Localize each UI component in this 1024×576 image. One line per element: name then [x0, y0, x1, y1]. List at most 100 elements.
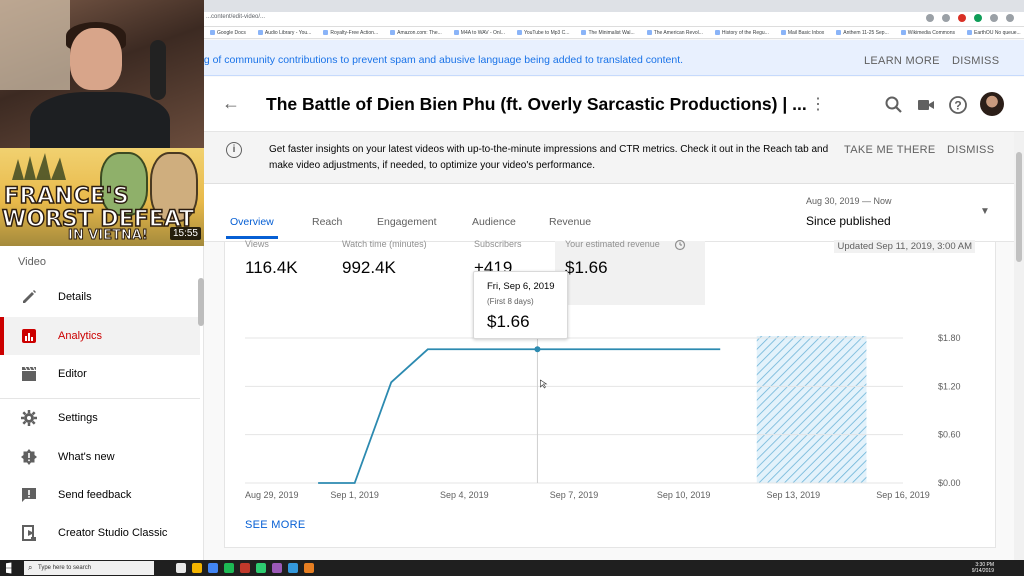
tab-reach[interactable]: Reach — [312, 216, 343, 228]
take-me-there-button[interactable]: TAKE ME THERE — [844, 144, 936, 156]
app-icon[interactable] — [272, 563, 282, 573]
bookmark-favicon-icon — [257, 30, 263, 35]
task-view-icon[interactable] — [176, 563, 186, 573]
star-icon[interactable] — [942, 14, 950, 22]
sidebar-item-whats-new[interactable]: What's new — [0, 438, 200, 476]
spotify-icon[interactable] — [224, 563, 234, 573]
chevron-down-icon[interactable]: ▼ — [980, 206, 990, 217]
info-text: Get faster insights on your latest video… — [269, 144, 829, 171]
revenue-chart[interactable]: $0.00 $0.60 $1.20 $1.80 Aug 29, 2019 Sep 1, 2… — [225, 312, 997, 502]
metric-label: Views — [245, 239, 269, 249]
reach-info-bar: i Get faster insights on your latest vid… — [204, 132, 1014, 184]
taskbar-search[interactable]: Type here to search — [24, 561, 154, 575]
bookmark-favicon-icon — [581, 30, 587, 35]
tray-time: 3:30 PM — [975, 562, 994, 568]
taskbar-apps — [176, 563, 314, 573]
metric-label: Your estimated revenue — [565, 239, 660, 249]
bookmark-item[interactable]: Wikimedia Commons — [900, 30, 955, 36]
bookmark-item[interactable]: The Minimalist Wal... — [581, 30, 635, 36]
sidebar-item-label: Analytics — [58, 330, 103, 342]
sidebar-item-settings[interactable]: Settings — [0, 399, 200, 437]
page-header: ← The Battle of Dien Bien Phu (ft. Overl… — [204, 77, 1024, 132]
sidebar-item-analytics[interactable]: Analytics — [0, 317, 200, 355]
tab-engagement[interactable]: Engagement — [377, 216, 437, 228]
bookmark-item[interactable]: Royalty-Free Action... — [323, 30, 378, 36]
menu-icon[interactable] — [1006, 14, 1014, 22]
y-tick-label: $0.60 — [938, 430, 961, 440]
svg-text:?: ? — [954, 99, 961, 113]
chrome-icon[interactable] — [208, 563, 218, 573]
sidebar-item-label: Send feedback — [58, 489, 132, 501]
windows-start-icon[interactable] — [6, 562, 12, 574]
browser-tabstrip — [204, 0, 1024, 12]
sidebar-item-details[interactable]: Details — [0, 278, 200, 316]
film-icon — [22, 366, 36, 381]
sidebar-item-label: Creator Studio Classic — [58, 527, 168, 539]
browser-actions — [926, 14, 1014, 22]
bookmark-item[interactable]: Google Docs — [210, 30, 246, 36]
sidebar-item-label: Settings — [58, 412, 98, 424]
info-icon: i — [226, 142, 242, 158]
x-tick-label: Sep 1, 2019 — [330, 490, 379, 500]
info-dismiss-button[interactable]: DISMISS — [947, 144, 995, 156]
highlighted-point — [534, 346, 541, 353]
date-range-selector[interactable]: Since published — [806, 214, 891, 228]
tooltip-value: $1.66 — [487, 312, 530, 331]
address-url[interactable]: ...content/edit-video/... — [206, 14, 266, 20]
bookmark-item[interactable]: EarthOU No queue... — [966, 29, 1021, 36]
alert-icon — [21, 449, 37, 465]
video-thumbnail[interactable]: FRANCE'S WORST DEFEAT IN VIETNA! 15:55 — [0, 148, 204, 246]
bookmark-label: Anthem 11-25 Sep... — [843, 29, 889, 36]
app-icon[interactable] — [304, 563, 314, 573]
date-range-dates: Aug 30, 2019 — Now — [806, 196, 892, 206]
tab-overview[interactable]: Overview — [230, 216, 274, 228]
bookmark-favicon-icon — [210, 30, 215, 35]
sidebar-item-send-feedback[interactable]: Send feedback — [0, 476, 200, 514]
bookmark-item[interactable]: M4A to WAV - Onl... — [453, 30, 505, 36]
bookmark-favicon-icon — [900, 30, 906, 35]
more-options-icon[interactable]: ⋮ — [810, 96, 826, 113]
learn-more-button[interactable]: LEARN MORE — [864, 55, 940, 67]
page-scrollbar[interactable] — [1014, 132, 1024, 560]
extension-icon[interactable] — [958, 14, 966, 22]
search-icon[interactable] — [884, 95, 904, 115]
tab-audience[interactable]: Audience — [472, 216, 516, 228]
sidebar-item-creator-studio-classic[interactable]: Creator Studio Classic — [0, 514, 200, 552]
bookmark-label: Mail Basic Inbox — [787, 29, 825, 36]
revenue-series-line — [318, 348, 721, 484]
create-video-icon[interactable] — [916, 95, 936, 115]
bookmark-item[interactable]: Amazon.com: The... — [390, 30, 442, 36]
file-explorer-icon[interactable] — [192, 563, 202, 573]
page-scrollbar-thumb[interactable] — [1016, 152, 1022, 262]
bookmark-item[interactable]: YouTube to Mp3 C... — [516, 29, 570, 36]
bookmark-label: Royalty-Free Action... — [330, 29, 379, 36]
see-more-button[interactable]: SEE MORE — [245, 519, 306, 531]
bookmark-item[interactable]: History of the Regu... — [714, 30, 769, 36]
app-icon[interactable] — [256, 563, 266, 573]
sidebar-item-editor[interactable]: Editor — [0, 355, 200, 393]
profile-icon[interactable] — [990, 14, 998, 22]
bookmark-label: YouTube to Mp3 C... — [523, 29, 570, 36]
search-icon[interactable] — [926, 14, 934, 22]
app-icon[interactable] — [240, 563, 250, 573]
banner-dismiss-button[interactable]: DISMISS — [952, 55, 1000, 67]
app-icon[interactable] — [288, 563, 298, 573]
tab-revenue[interactable]: Revenue — [549, 216, 592, 228]
video-duration: 15:55 — [169, 227, 201, 240]
address-bar[interactable]: ...content/edit-video/... — [204, 12, 1024, 27]
bookmark-item[interactable]: The American Revol... — [646, 30, 703, 36]
extension-icon[interactable] — [974, 14, 982, 22]
revenue-metric-highlight[interactable] — [555, 241, 705, 305]
metric-value: 116.4K — [245, 258, 298, 277]
bookmark-label: Amazon.com: The... — [397, 29, 442, 36]
webcam-overlay — [0, 0, 204, 148]
help-icon[interactable]: ? — [948, 95, 968, 115]
back-arrow-icon[interactable]: ← — [222, 93, 240, 113]
bookmark-item[interactable]: Audio Library - You... — [257, 30, 311, 36]
sidebar-scrollbar[interactable] — [198, 278, 204, 326]
bookmark-item[interactable]: Mail Basic Inbox — [780, 29, 825, 36]
system-tray-clock[interactable]: 3:30 PM 9/14/2019 — [972, 562, 994, 574]
avatar[interactable] — [980, 92, 1004, 116]
bookmark-label: EarthOU No queue... — [973, 29, 1021, 36]
bookmark-item[interactable]: Anthem 11-25 Sep... — [836, 30, 889, 36]
